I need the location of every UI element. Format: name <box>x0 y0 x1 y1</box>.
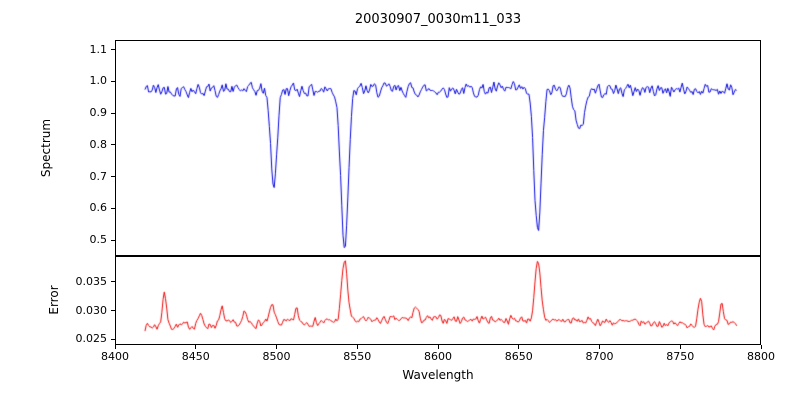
y-axis-label-spectrum: Spectrum <box>39 118 53 178</box>
x-tick-label: 8500 <box>262 350 291 363</box>
y-tick-label: 0.025 <box>75 332 108 346</box>
x-tick-label: 8450 <box>181 350 210 363</box>
x-tick-label: 8700 <box>585 350 614 363</box>
y-tick-mark <box>111 338 115 340</box>
x-tick-mark <box>518 345 520 349</box>
spectrum-plot <box>115 40 761 256</box>
y-tick-label: 0.035 <box>75 274 108 288</box>
y-tick-mark <box>111 80 115 82</box>
y-axis-label-error: Error <box>47 285 61 315</box>
x-tick-label: 8800 <box>747 350 775 363</box>
x-tick-mark <box>356 345 358 349</box>
y-tick-label: 0.6 <box>89 201 108 215</box>
x-tick-label: 8400 <box>101 350 129 363</box>
y-tick-mark <box>111 281 115 283</box>
y-tick-mark <box>111 239 115 241</box>
y-tick-label: 0.5 <box>89 233 108 247</box>
error-plot <box>115 256 761 345</box>
x-tick-label: 8750 <box>666 350 695 363</box>
x-tick-mark <box>679 345 681 349</box>
x-axis-label: Wavelength <box>402 368 474 382</box>
x-tick-label: 8550 <box>343 350 372 363</box>
chart-title: 20030907_0030m11_033 <box>354 12 522 27</box>
y-tick-label: 0.8 <box>89 137 108 151</box>
y-tick-mark <box>111 49 115 51</box>
x-tick-mark <box>760 345 762 349</box>
x-tick-mark <box>437 345 439 349</box>
y-tick-mark <box>111 310 115 312</box>
x-tick-mark <box>276 345 277 349</box>
spectrum-canvas <box>116 41 760 255</box>
y-tick-label: 0.030 <box>75 303 108 317</box>
y-tick-mark <box>111 144 115 146</box>
y-tick-label: 1.0 <box>89 74 108 88</box>
x-tick-label: 8650 <box>504 350 533 363</box>
y-tick-label: 1.1 <box>89 42 108 56</box>
x-tick-label: 8600 <box>424 350 452 363</box>
y-tick-label: 0.9 <box>89 106 108 120</box>
y-tick-mark <box>111 112 115 114</box>
error-canvas <box>116 257 760 344</box>
y-tick-label: 0.7 <box>89 169 108 183</box>
x-tick-mark <box>114 345 116 349</box>
y-tick-mark <box>111 207 115 209</box>
y-tick-mark <box>111 176 115 178</box>
x-tick-mark <box>599 345 600 349</box>
x-tick-mark <box>195 345 197 349</box>
